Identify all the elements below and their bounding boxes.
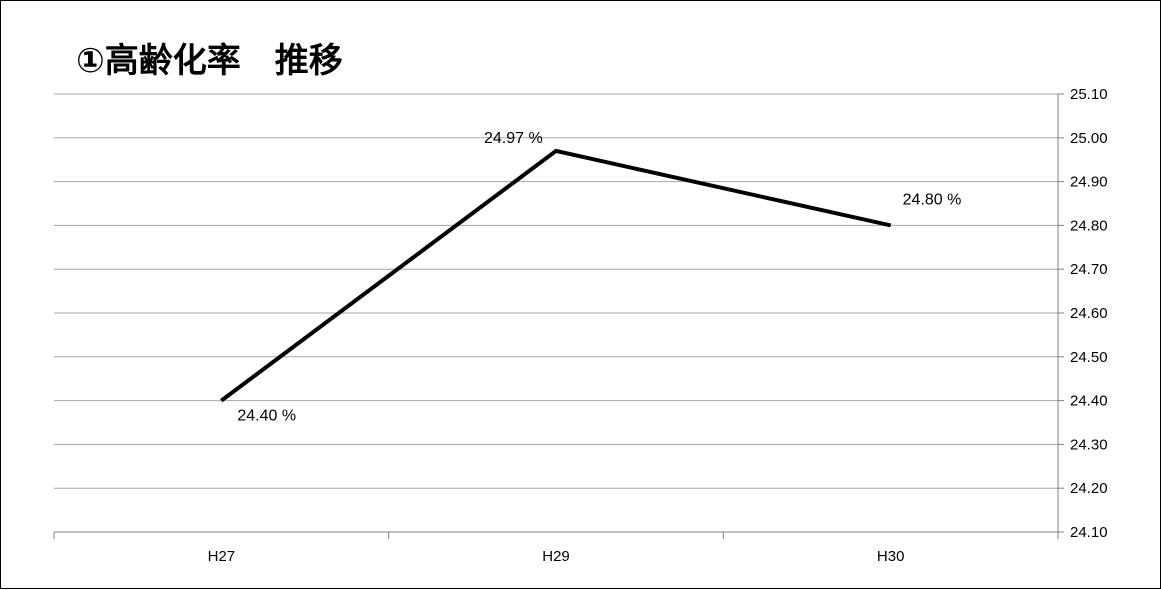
- y-tick-label: 25.10: [1070, 86, 1108, 103]
- y-tick-label: 24.70: [1070, 261, 1108, 278]
- axes: [53, 93, 1064, 539]
- labels: 24.10 24.20 24.30 24.40 24.50 24.60 24.70 24.80…: [208, 86, 1108, 565]
- y-tick-label: 24.90: [1070, 174, 1108, 191]
- y-tick-label: 24.20: [1070, 480, 1108, 497]
- x-tick-label: H29: [542, 548, 570, 565]
- series-line: [220, 148, 892, 403]
- y-tick-label: 24.60: [1070, 305, 1108, 322]
- x-tick-label: H27: [208, 548, 236, 565]
- y-tick-label: 24.10: [1070, 524, 1108, 541]
- series-layer: [220, 148, 892, 403]
- x-tick-label: H30: [877, 548, 905, 565]
- y-tick-label: 24.80: [1070, 217, 1108, 234]
- data-label: 24.80 %: [903, 191, 962, 208]
- data-label: 24.40 %: [237, 408, 296, 425]
- data-label: 24.97 %: [484, 130, 543, 147]
- y-tick-label: 24.50: [1070, 349, 1108, 366]
- y-tick-label: 24.40: [1070, 393, 1108, 410]
- y-tick-label: 25.00: [1070, 130, 1108, 147]
- chart-title: ①高齢化率 推移: [76, 41, 343, 81]
- y-tick-label: 24.30: [1070, 436, 1108, 453]
